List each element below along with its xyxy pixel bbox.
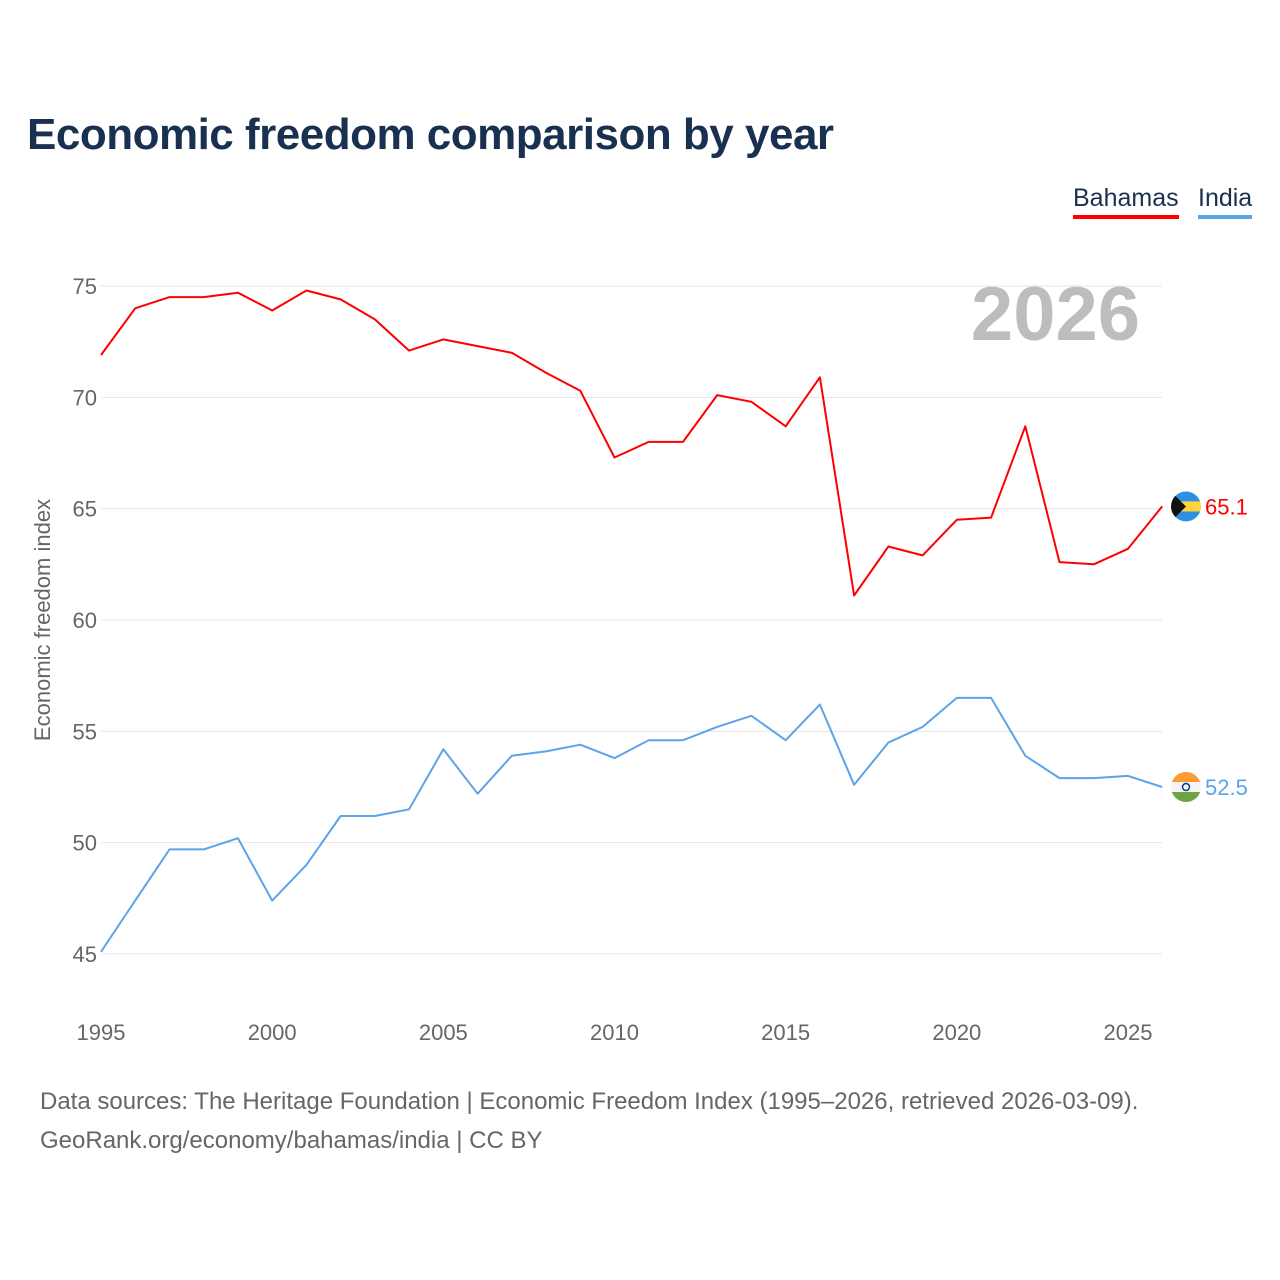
x-tick-label: 1995	[77, 1020, 126, 1045]
y-tick-label: 65	[73, 497, 97, 522]
x-tick-label: 2005	[419, 1020, 468, 1045]
y-tick-label: 75	[73, 274, 97, 299]
legend-bahamas[interactable]: Bahamas	[1073, 184, 1179, 219]
end-label-bahamas: 65.1	[1205, 494, 1248, 519]
legend-india[interactable]: India	[1198, 184, 1253, 219]
series-line-india	[100, 696, 1163, 953]
end-label-india: 52.5	[1205, 775, 1248, 800]
x-tick-label: 2000	[248, 1020, 297, 1045]
y-tick-label: 60	[73, 608, 97, 633]
footer-credit: GeoRank.org/economy/bahamas/india | CC B…	[40, 1127, 543, 1154]
year-watermark: 2026	[971, 272, 1140, 357]
bahamas-flag-icon	[1171, 491, 1201, 522]
series-line-bahamas	[100, 289, 1163, 597]
x-tick-label: 2020	[932, 1020, 981, 1045]
india-flag-icon	[1171, 772, 1201, 803]
x-tick-label: 2010	[590, 1020, 639, 1045]
y-axis-label: Economic freedom index	[30, 499, 55, 741]
y-tick-label: 55	[73, 719, 97, 744]
footer-source: Data sources: The Heritage Foundation | …	[40, 1088, 1139, 1115]
x-tick-label: 2015	[761, 1020, 810, 1045]
y-tick-label: 50	[73, 831, 97, 856]
y-tick-label: 45	[73, 942, 97, 967]
y-tick-label: 70	[73, 385, 97, 410]
x-tick-label: 2025	[1104, 1020, 1153, 1045]
chart-title: Economic freedom comparison by year	[27, 110, 834, 159]
